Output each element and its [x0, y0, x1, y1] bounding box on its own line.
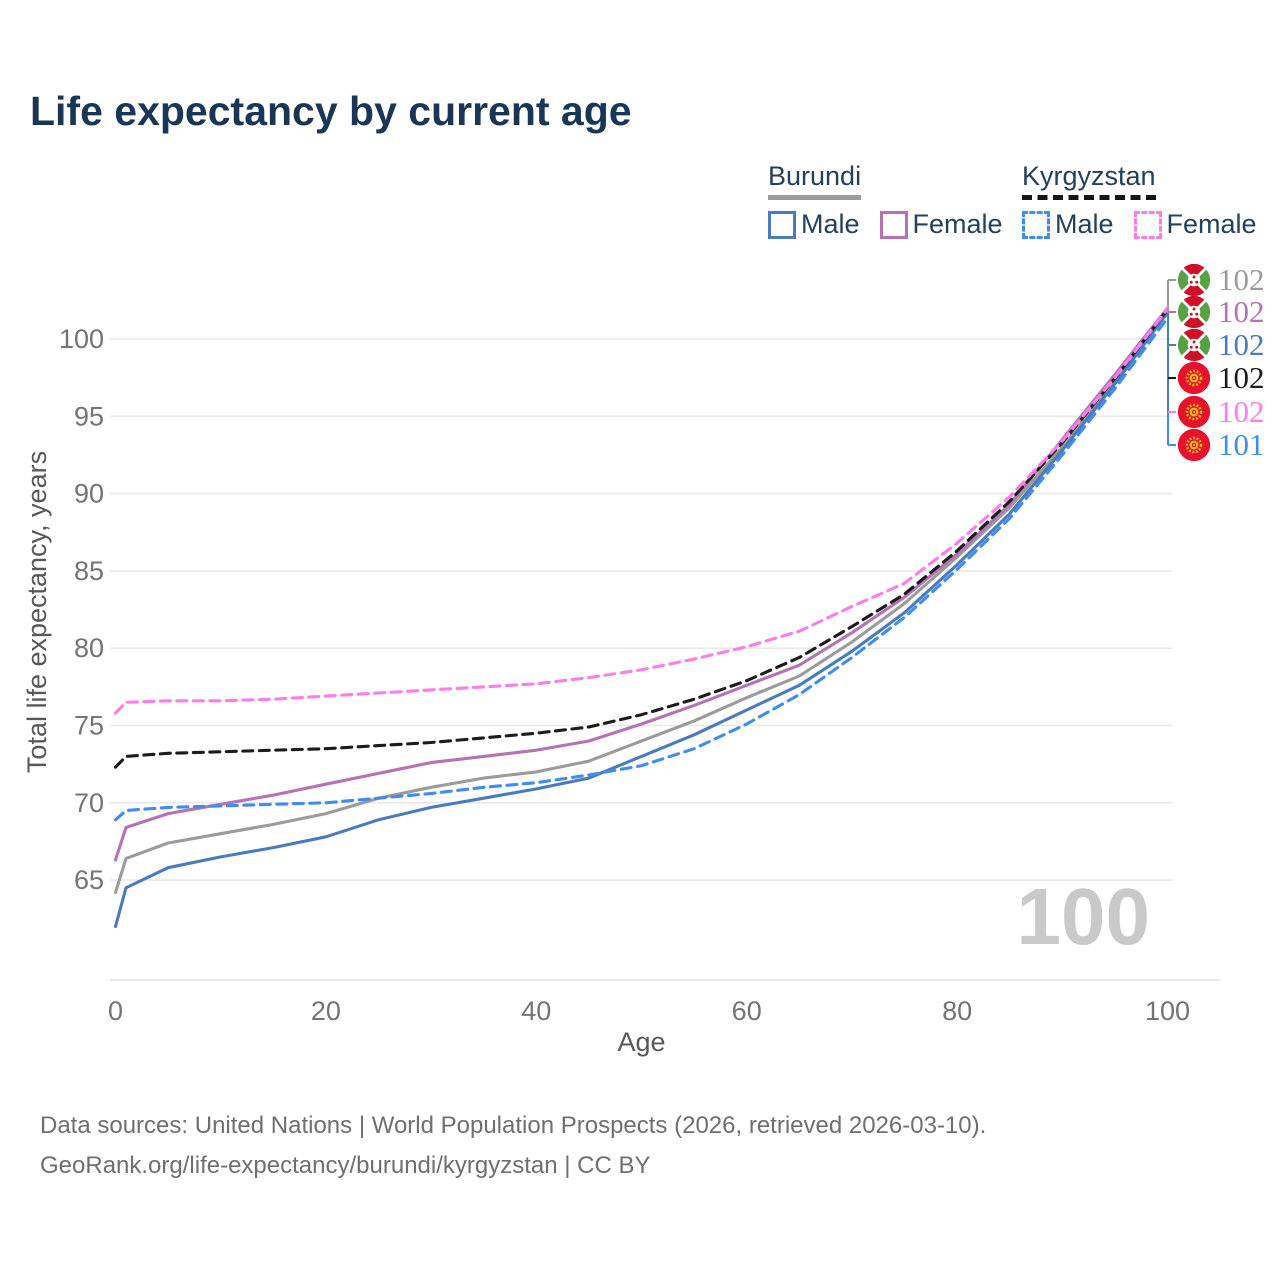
legend: Burundi Male Female Kyrgyzstan Male Fema… [0, 161, 1280, 251]
footer-data-sources: Data sources: United Nations | World Pop… [40, 1112, 987, 1139]
y-tick-label: 75 [74, 711, 104, 741]
x-tick-label: 80 [942, 996, 972, 1026]
line-burundi-female [113, 306, 1170, 862]
legend-label-burundi-female: Female [912, 209, 1003, 239]
age-counter-watermark: 100 [1017, 872, 1150, 961]
line-burundi-both [113, 308, 1170, 895]
legend-label-burundi-male: Male [801, 209, 860, 239]
legend-label-kyrgyzstan-male: Male [1055, 209, 1114, 239]
legend-group-burundi: Burundi Male Female [768, 161, 1023, 240]
x-tick-label: 20 [311, 996, 341, 1026]
gridlines [110, 338, 1220, 981]
y-tick-label: 65 [74, 865, 104, 895]
line-kyrgyzstan-female [113, 307, 1170, 715]
footer-attribution: GeoRank.org/life-expectancy/burundi/kyrg… [40, 1152, 651, 1179]
legend-swatch-burundi-male [768, 210, 796, 239]
axis-ticks: 65 70 75 80 85 90 95 100 0 20 40 60 80 100 [59, 324, 1190, 1026]
legend-heading-kyrgyzstan: Kyrgyzstan [1022, 161, 1156, 200]
end-label-connector [1167, 279, 1176, 446]
legend-swatch-kyrgyzstan-male [1022, 210, 1050, 239]
line-burundi-male [113, 311, 1170, 929]
legend-group-kyrgyzstan: Kyrgyzstan Male Female [1022, 161, 1277, 240]
x-tick-label: 100 [1145, 996, 1190, 1026]
legend-label-kyrgyzstan-female: Female [1166, 209, 1257, 239]
x-tick-label: 60 [732, 996, 762, 1026]
x-tick-label: 40 [521, 996, 551, 1026]
y-tick-label: 80 [74, 633, 104, 663]
line-kyrgyzstan-both [113, 308, 1170, 769]
legend-swatch-kyrgyzstan-female [1133, 210, 1162, 239]
y-axis-title: Total life expectancy, years [22, 451, 52, 773]
legend-swatch-burundi-female [879, 210, 908, 239]
series-lines [113, 306, 1170, 929]
y-tick-label: 70 [74, 788, 104, 818]
line-kyrgyzstan-male [113, 316, 1170, 822]
x-tick-label: 0 [108, 996, 123, 1026]
footer: Data sources: United Nations | World Pop… [40, 1106, 1240, 1186]
x-axis-title: Age [617, 1027, 665, 1057]
y-tick-label: 85 [74, 556, 104, 586]
y-tick-label: 90 [74, 479, 104, 509]
y-tick-label: 95 [74, 401, 104, 431]
y-tick-label: 100 [59, 324, 104, 354]
legend-heading-burundi: Burundi [768, 161, 862, 200]
page-title: Life expectancy by current age [30, 88, 632, 134]
